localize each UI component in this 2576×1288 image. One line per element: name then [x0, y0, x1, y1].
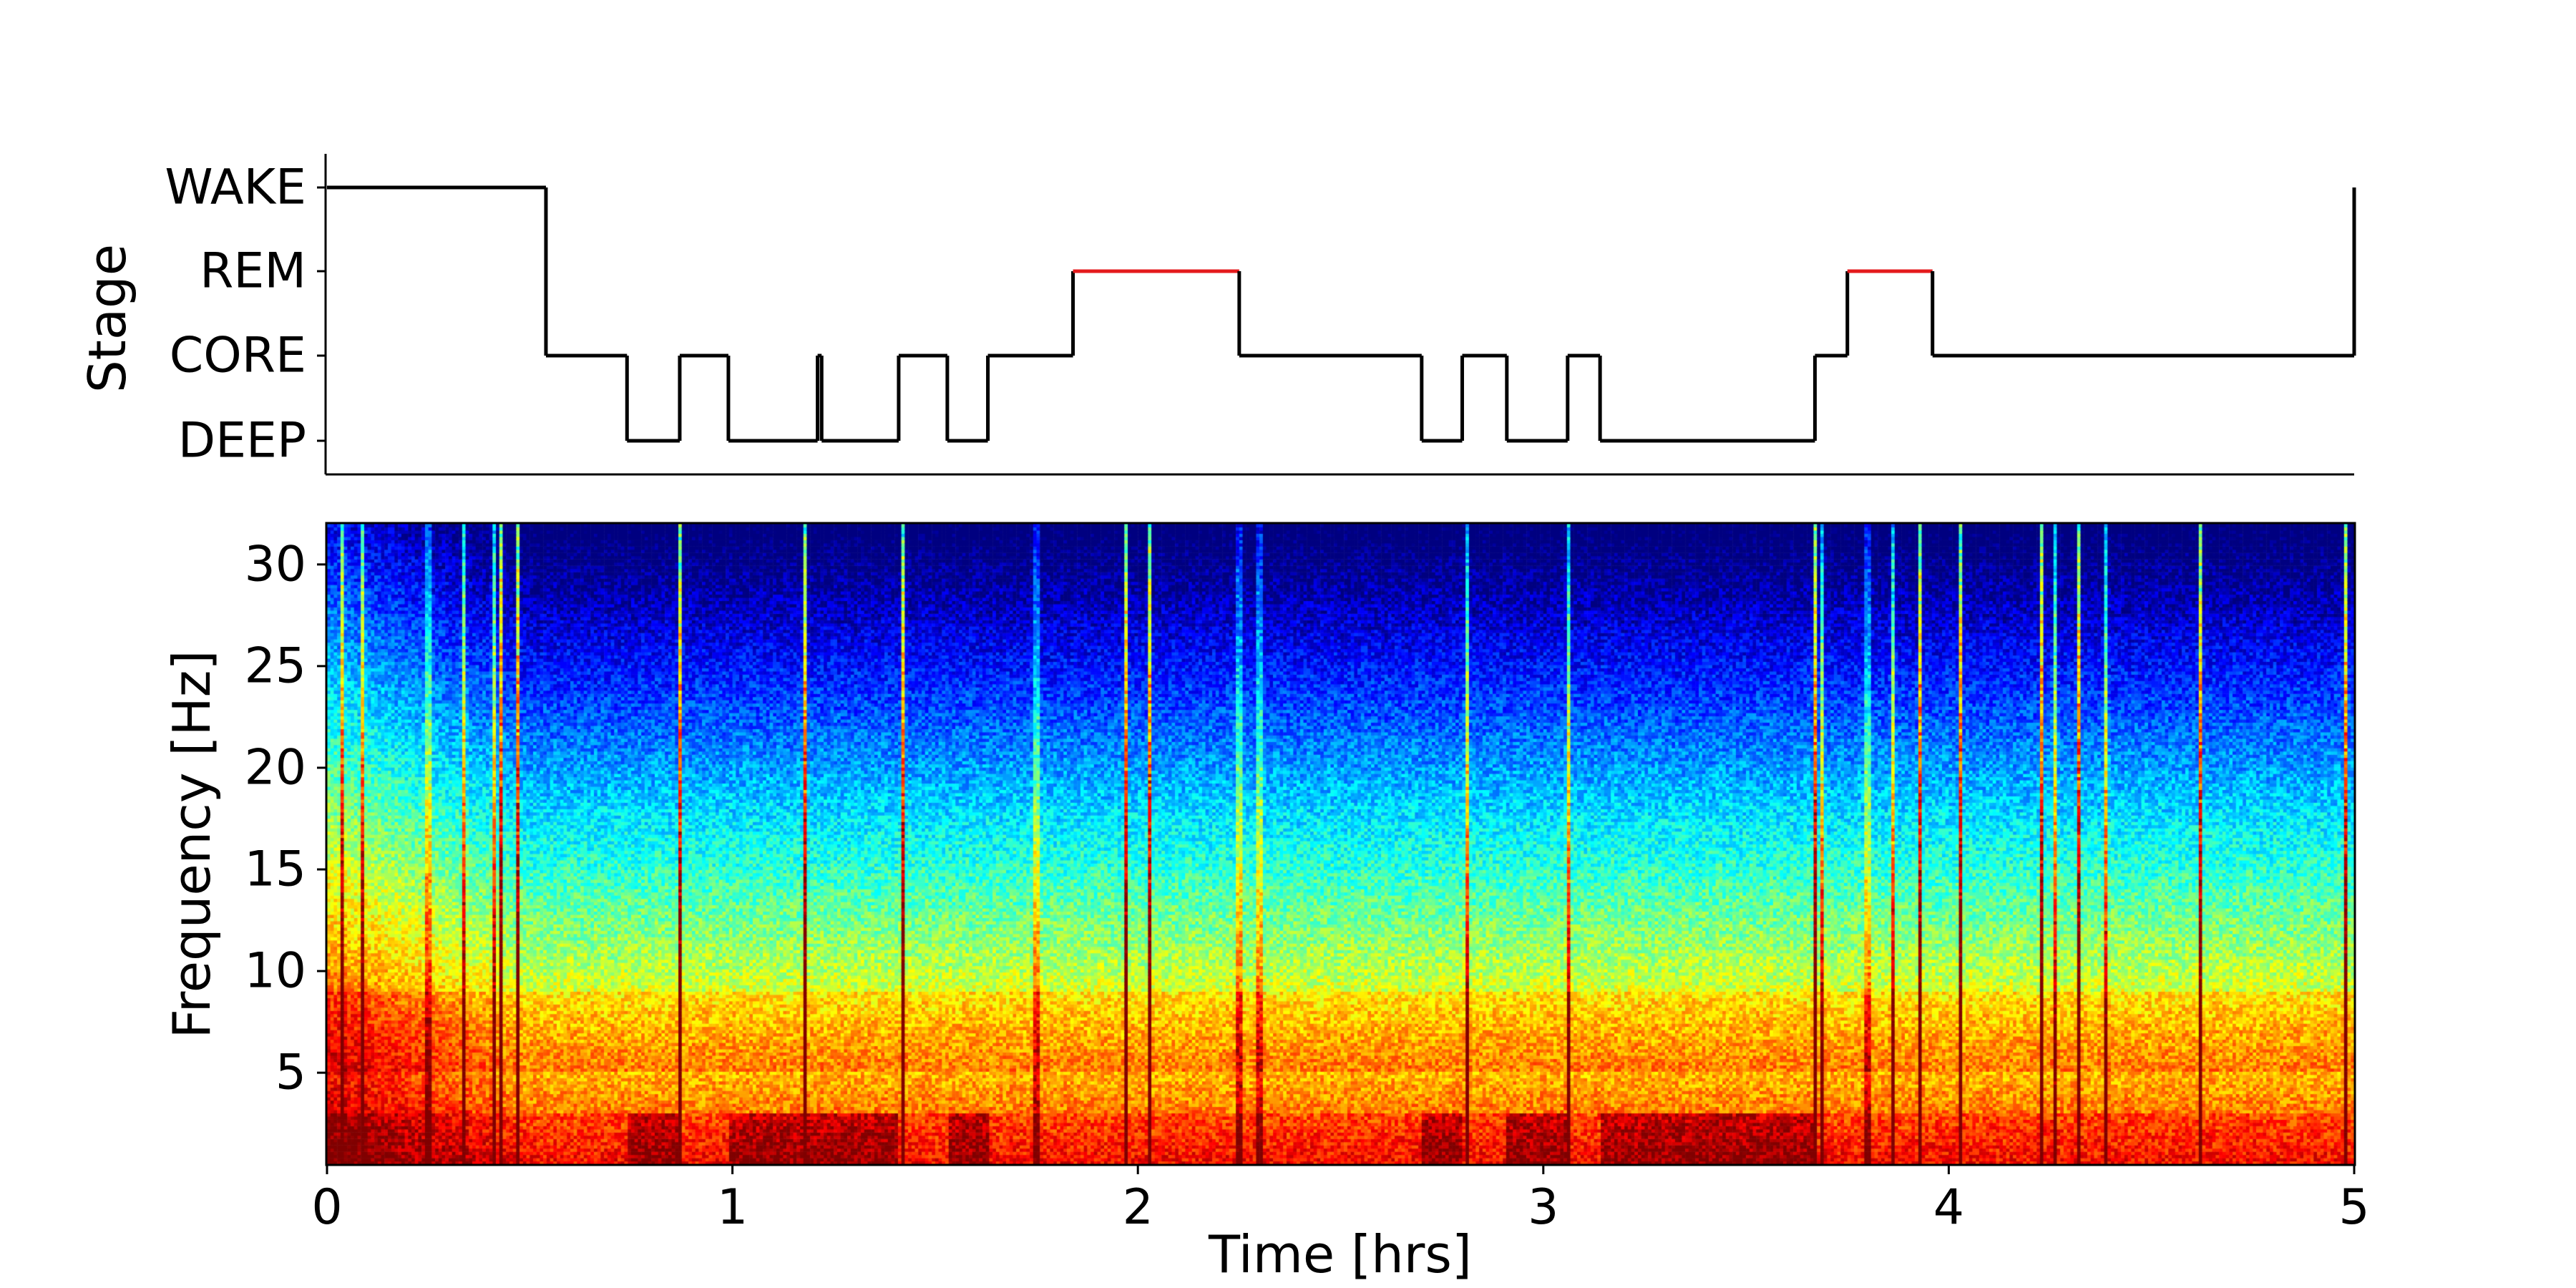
hypnogram-y-tick-label: WAKE: [165, 160, 306, 216]
spectrogram-x-tick-label: 0: [311, 1179, 342, 1236]
hypnogram-y-tick-label: REM: [200, 243, 306, 300]
spectrogram-image: [327, 524, 2354, 1164]
spectrogram-y-tick-label: 20: [244, 739, 306, 796]
spectrogram-x-tick-label: 2: [1123, 1179, 1153, 1236]
spectrogram-x-ticks: 0 1 2 3 4 5: [311, 1165, 2370, 1236]
hypnogram-trace: [327, 185, 2356, 443]
spectrogram-x-label: Time [hrs]: [1208, 1224, 1472, 1284]
spectrogram-x-tick-label: 3: [1528, 1179, 1558, 1236]
spectrogram-y-tick-label: 25: [244, 638, 306, 694]
spectrogram-y-tick-label: 10: [244, 943, 306, 1000]
hypnogram-y-ticks: DEEP CORE REM WAKE: [165, 160, 326, 469]
spectrogram-y-tick-label: 30: [244, 536, 306, 592]
hypnogram-panel: DEEP CORE REM WAKE Stage: [77, 154, 2356, 476]
spectrogram-x-tick-label: 5: [2338, 1179, 2369, 1236]
spectrogram-y-tick-label: 5: [275, 1045, 306, 1101]
hypnogram-y-tick-label: CORE: [170, 328, 306, 384]
hypnogram-y-label: Stage: [77, 244, 137, 393]
spectrogram-x-tick-label: 4: [1933, 1179, 1964, 1236]
spectrogram-y-ticks: 5 10 15 20 25 30: [244, 536, 326, 1101]
spectrogram-x-tick-label: 1: [717, 1179, 748, 1236]
spectrogram-panel: 0 1 2 3 4 5 5 10 15 20 25 30 Time [hrs] Frequency …: [162, 522, 2370, 1284]
spectrogram-frame: [325, 522, 2356, 1166]
spectrogram-y-label: Frequency [Hz]: [162, 650, 222, 1039]
spectrogram-y-tick-label: 15: [244, 841, 306, 898]
hypnogram-y-tick-label: DEEP: [178, 413, 306, 469]
